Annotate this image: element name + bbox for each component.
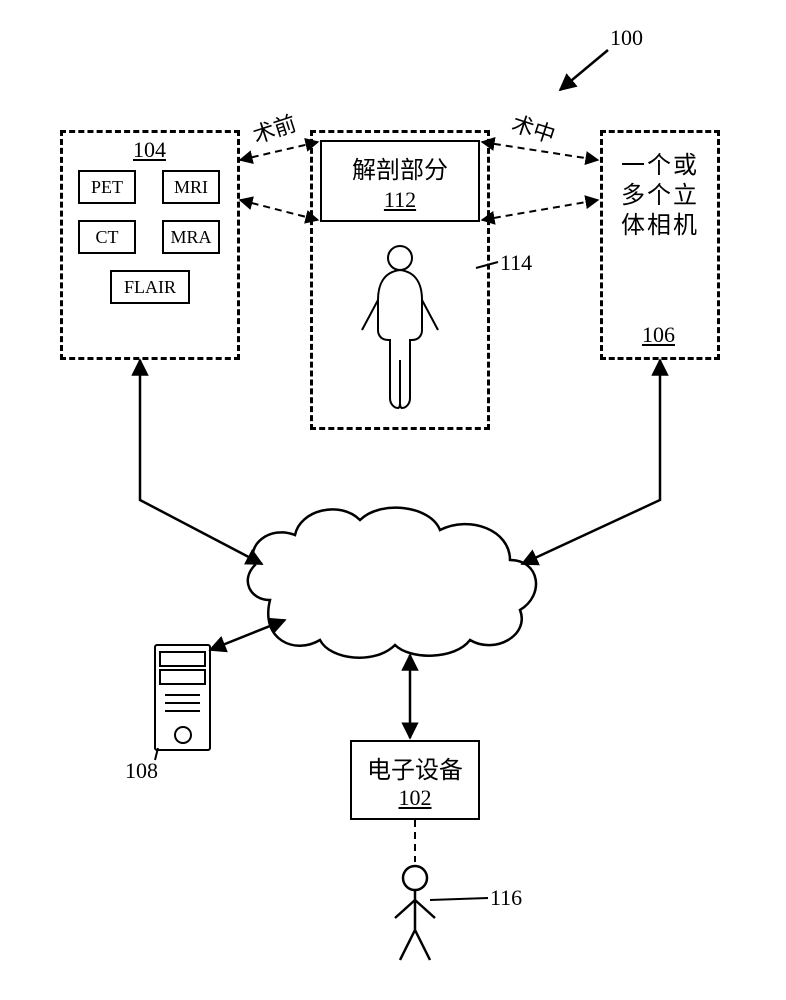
- human-ref: 114: [500, 250, 532, 276]
- cloud-label: 通信网络: [332, 552, 444, 592]
- user-ref: 116: [490, 885, 522, 911]
- anatomy-label: 解剖部分: [322, 150, 478, 185]
- cloud-ref: 110: [372, 588, 404, 614]
- tag-ct: CT: [78, 220, 136, 254]
- user-icon: [395, 866, 435, 960]
- device-box: 电子设备 102: [350, 740, 480, 820]
- preop-label: 术前: [248, 106, 300, 150]
- server-ref: 108: [125, 758, 158, 784]
- cameras-ref: 106: [642, 322, 675, 348]
- cameras-text: 一个或多个立体相机: [612, 151, 708, 241]
- tag-flair: FLAIR: [110, 270, 190, 304]
- anatomy-ref: 112: [322, 187, 478, 213]
- device-ref: 102: [352, 785, 478, 811]
- intraop-label: 术中: [508, 106, 560, 150]
- server-icon: [155, 645, 210, 750]
- figure-ref: 100: [610, 25, 643, 51]
- tag-mra: MRA: [162, 220, 220, 254]
- tag-mri: MRI: [162, 170, 220, 204]
- anatomy-inner: 解剖部分 112: [320, 140, 480, 222]
- tag-pet: PET: [78, 170, 136, 204]
- device-label: 电子设备: [352, 750, 478, 785]
- imaging-ref: 104: [133, 137, 166, 163]
